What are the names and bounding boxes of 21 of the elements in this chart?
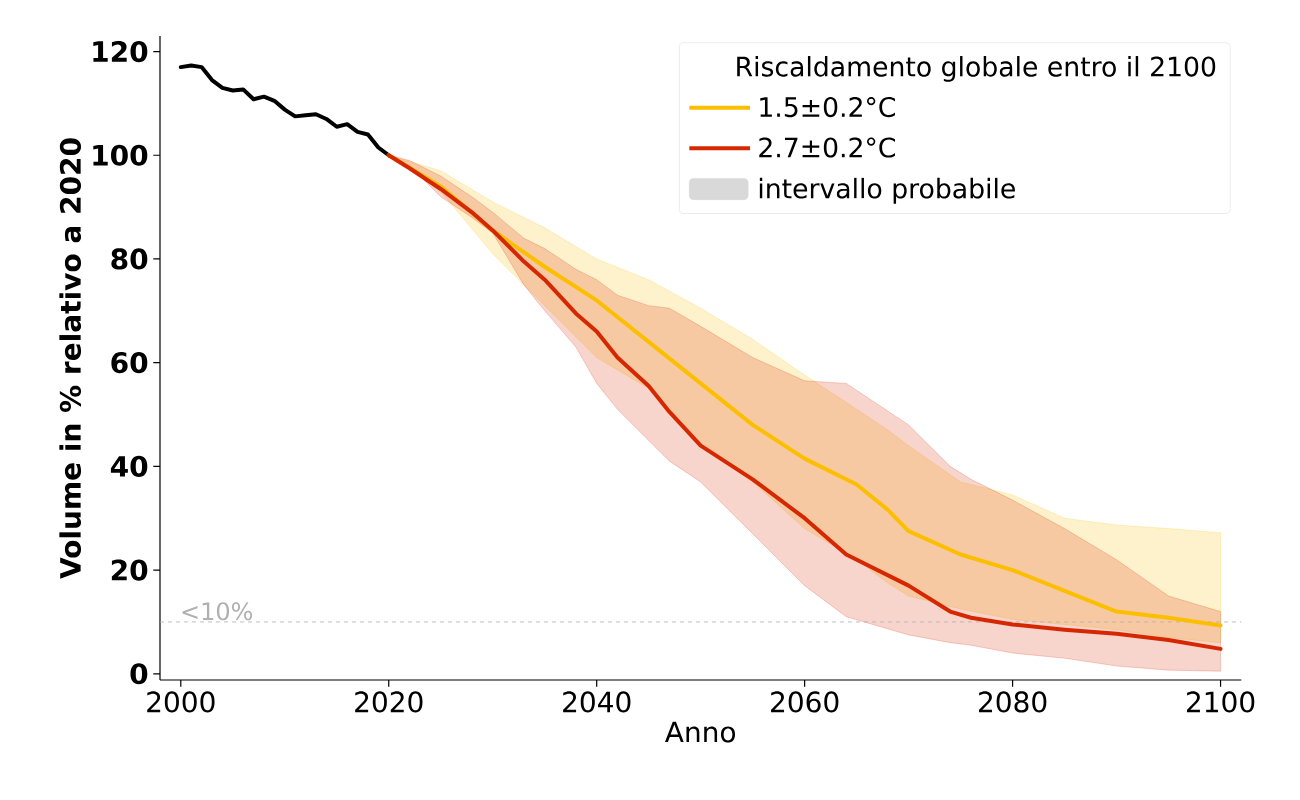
x-tick-label: 2000 — [147, 691, 215, 713]
legend-label: 1.5±0.2°C — [760, 96, 895, 118]
legend-title: Riscaldamento globale entro il 2100 — [737, 56, 1216, 82]
x-tick-label: 2020 — [355, 691, 423, 713]
x-axis-title: Anno — [664, 721, 736, 743]
y-tick-label: 120 — [93, 40, 148, 63]
x-tick-label: 2040 — [563, 691, 631, 713]
y-tick-label: 20 — [111, 559, 148, 581]
x-tick-label: 2100 — [1186, 691, 1255, 713]
x-tick-label: 2080 — [979, 691, 1047, 713]
y-tick-label: 100 — [93, 144, 148, 166]
legend-label: intervallo probabile — [759, 177, 1015, 204]
legend-label: 2.7±0.2°C — [759, 137, 895, 158]
y-tick-label: 40 — [110, 455, 148, 477]
y-tick-label: 0 — [130, 663, 148, 685]
x-tick-label: 2060 — [771, 691, 839, 713]
y-axis-title: Volume in % relativo a 2020 — [59, 138, 82, 579]
line-series — [178, 63, 391, 158]
y-tick-label: 60 — [111, 352, 148, 374]
y-tick-label: 80 — [111, 248, 148, 270]
ref-line-label: <10% — [182, 602, 253, 621]
